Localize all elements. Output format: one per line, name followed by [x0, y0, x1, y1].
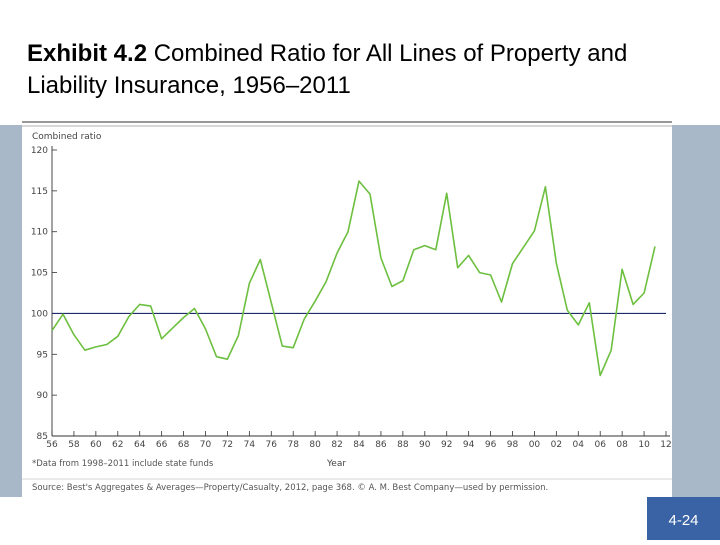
x-tick-label: 02 — [551, 440, 562, 450]
y-tick-label: 100 — [31, 309, 48, 319]
page-number-badge: 4-24 — [647, 497, 720, 540]
x-tick-label: 80 — [309, 440, 321, 450]
combined-ratio-series-line — [51, 180, 656, 377]
x-tick-label: 00 — [529, 440, 541, 450]
x-tick-label: 60 — [90, 440, 102, 450]
x-tick-label: 94 — [463, 440, 475, 450]
y-tick-label: 95 — [37, 350, 48, 360]
exhibit-number: Exhibit 4.2 — [27, 40, 148, 67]
x-tick-label: 70 — [200, 440, 212, 450]
axes-layer: 85 90 95 100 105 110 115 120 56 58 60 62 64 66 68 70 72 7… — [31, 146, 672, 450]
x-tick-label: 10 — [638, 440, 650, 450]
series-layer — [51, 180, 656, 377]
chart-footnote: *Data from 1998–2011 include state funds — [32, 459, 214, 469]
x-tick-label: 72 — [222, 440, 233, 450]
y-tick-label: 115 — [31, 187, 48, 197]
left-decorative-bar — [0, 125, 22, 497]
x-tick-label: 62 — [112, 440, 123, 450]
x-tick-label: 06 — [594, 440, 606, 450]
x-tick-label: 88 — [397, 440, 409, 450]
x-tick-label: 12 — [660, 440, 671, 450]
y-tick-label: 120 — [31, 146, 48, 156]
y-tick-label: 105 — [31, 269, 48, 279]
y-axis-title: Combined ratio — [32, 132, 102, 142]
x-tick-label: 04 — [573, 440, 585, 450]
right-decorative-bar — [672, 125, 720, 497]
x-tick-label: 08 — [616, 440, 628, 450]
chart-source: Source: Best's Aggregates & Averages—Pro… — [32, 483, 548, 493]
y-tick-label: 90 — [37, 391, 49, 401]
x-tick-label: 74 — [244, 440, 256, 450]
x-tick-label: 98 — [507, 440, 519, 450]
x-tick-label: 58 — [68, 440, 80, 450]
y-tick-label: 110 — [31, 228, 48, 238]
x-tick-label: 78 — [287, 440, 299, 450]
slide-title: Exhibit 4.2 Combined Ratio for All Lines… — [27, 38, 687, 102]
x-tick-label: 66 — [156, 440, 168, 450]
x-tick-label: 76 — [266, 440, 278, 450]
y-tick-label: 85 — [37, 432, 48, 442]
x-tick-label: 64 — [134, 440, 146, 450]
x-tick-label: 92 — [441, 440, 452, 450]
x-tick-label: 82 — [331, 440, 342, 450]
x-tick-label: 96 — [485, 440, 497, 450]
x-tick-label: 86 — [375, 440, 387, 450]
exhibit-title: Combined Ratio for All Lines of Property… — [27, 40, 628, 99]
x-tick-label: 56 — [46, 440, 58, 450]
x-axis-title: Year — [326, 459, 346, 469]
x-tick-label: 68 — [178, 440, 190, 450]
x-tick-label: 84 — [353, 440, 365, 450]
x-tick-label: 90 — [419, 440, 431, 450]
